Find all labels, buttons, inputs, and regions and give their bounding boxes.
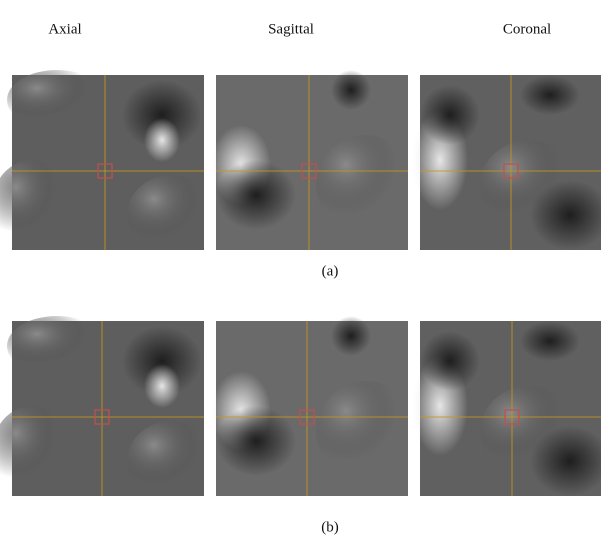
panel-image	[211, 70, 416, 250]
panel-image	[0, 316, 217, 501]
caption: (a)	[322, 263, 339, 279]
caption: (b)	[321, 519, 339, 535]
panel-image	[412, 321, 601, 496]
page: Axial Sagittal Coronal (a) (b) (() => { …	[0, 0, 601, 536]
panel-image	[412, 75, 601, 250]
figure: Axial Sagittal Coronal (a) (b)	[0, 0, 601, 536]
panel-image	[211, 316, 416, 496]
panel-image	[0, 70, 217, 255]
column-label: Coronal	[503, 21, 551, 37]
column-label: Axial	[48, 21, 81, 37]
column-label: Sagittal	[268, 21, 314, 37]
